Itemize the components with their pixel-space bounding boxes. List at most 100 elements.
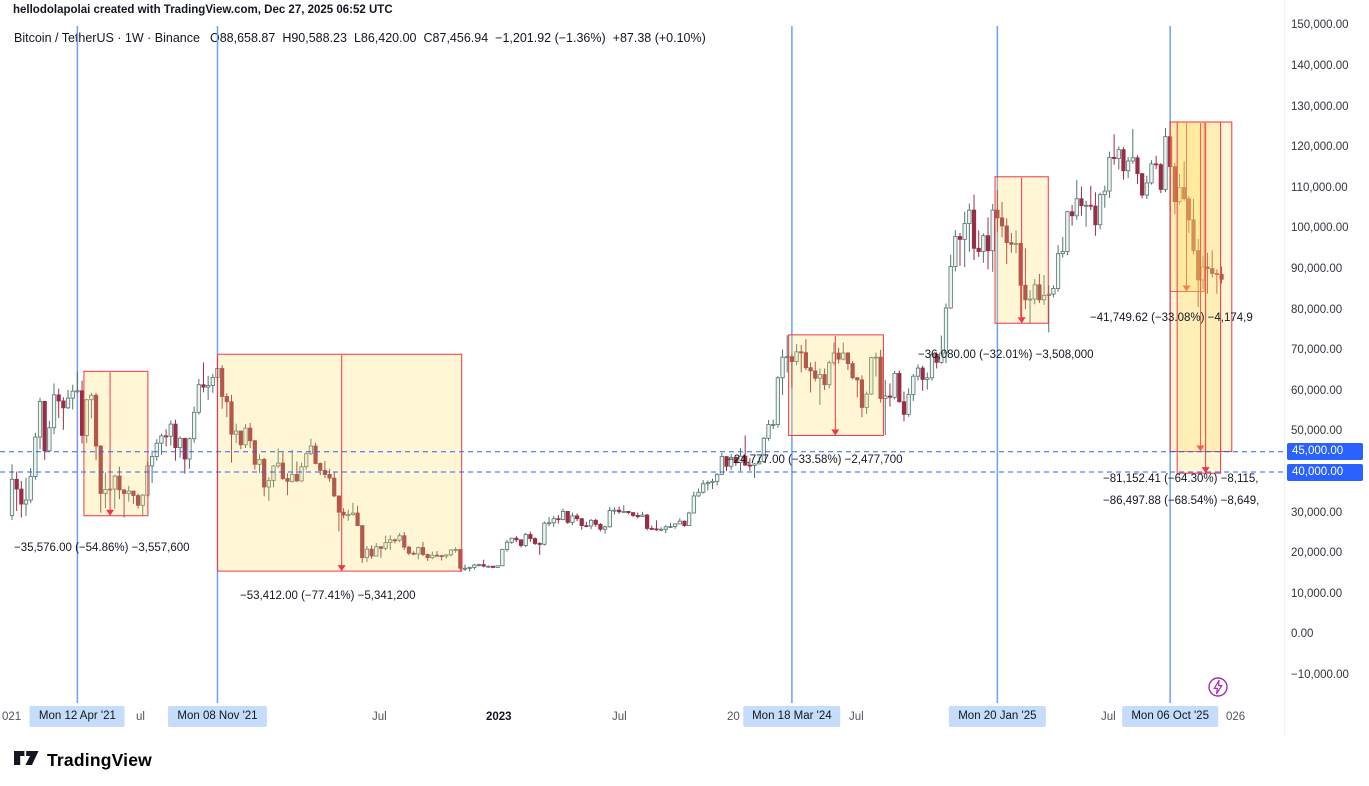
- candle[interactable]: [355, 512, 360, 526]
- candle[interactable]: [411, 552, 416, 555]
- candle[interactable]: [724, 456, 729, 467]
- candle[interactable]: [1037, 284, 1042, 301]
- candle[interactable]: [701, 483, 706, 493]
- candle[interactable]: [635, 515, 640, 518]
- event-date-chip[interactable]: Mon 12 Apr '21: [29, 706, 125, 727]
- candle[interactable]: [1112, 156, 1117, 159]
- candle[interactable]: [827, 362, 832, 386]
- candle[interactable]: [551, 518, 556, 524]
- candle[interactable]: [51, 394, 57, 429]
- range-arrowhead-icon[interactable]: [1182, 285, 1191, 292]
- candle[interactable]: [425, 554, 430, 559]
- candle[interactable]: [542, 522, 547, 545]
- candle[interactable]: [925, 377, 930, 380]
- candle[interactable]: [65, 397, 71, 409]
- candle[interactable]: [224, 396, 229, 403]
- price-line-axis-label[interactable]: 45,000.00: [1287, 443, 1363, 461]
- candle[interactable]: [514, 537, 519, 541]
- lightning-icon[interactable]: [1206, 675, 1230, 699]
- symbol-title[interactable]: Bitcoin / TetherUS · 1W · Binance: [14, 31, 200, 45]
- candle[interactable]: [645, 514, 650, 529]
- price-range-box[interactable]: [1169, 121, 1205, 293]
- candle[interactable]: [276, 462, 281, 467]
- candle[interactable]: [878, 356, 883, 399]
- candle[interactable]: [61, 400, 66, 409]
- candle[interactable]: [687, 512, 692, 526]
- candle[interactable]: [976, 247, 981, 252]
- candle[interactable]: [1009, 242, 1014, 245]
- candle[interactable]: [911, 375, 916, 395]
- candle[interactable]: [187, 438, 192, 460]
- candle[interactable]: [383, 542, 388, 549]
- candle[interactable]: [598, 523, 603, 530]
- candle[interactable]: [626, 510, 631, 513]
- candle[interactable]: [294, 474, 299, 482]
- candle[interactable]: [710, 480, 715, 483]
- candle[interactable]: [14, 478, 19, 490]
- candle[interactable]: [168, 423, 173, 437]
- candle[interactable]: [336, 495, 342, 513]
- candle[interactable]: [378, 546, 384, 549]
- candle[interactable]: [495, 565, 500, 568]
- candle[interactable]: [1121, 149, 1126, 172]
- event-date-chip[interactable]: Mon 06 Oct '25: [1122, 706, 1218, 727]
- candle[interactable]: [406, 546, 412, 554]
- candle[interactable]: [308, 445, 313, 455]
- candle[interactable]: [135, 495, 141, 506]
- candle[interactable]: [967, 209, 972, 224]
- price-range-box[interactable]: [83, 370, 149, 517]
- candle[interactable]: [920, 367, 925, 380]
- candle[interactable]: [271, 465, 276, 481]
- candle[interactable]: [939, 352, 944, 363]
- candle[interactable]: [1069, 211, 1075, 217]
- candle[interactable]: [1041, 294, 1047, 301]
- candle[interactable]: [360, 525, 365, 559]
- candle[interactable]: [850, 363, 855, 379]
- candle[interactable]: [164, 435, 169, 438]
- candle[interactable]: [1214, 273, 1219, 275]
- event-date-chip[interactable]: Mon 20 Jan '25: [949, 706, 1046, 727]
- candle[interactable]: [313, 445, 318, 464]
- candle[interactable]: [570, 515, 575, 523]
- candle[interactable]: [696, 491, 701, 497]
- candle[interactable]: [304, 453, 309, 468]
- candle[interactable]: [532, 538, 538, 544]
- candle[interactable]: [1149, 163, 1154, 184]
- candle[interactable]: [397, 535, 402, 541]
- candle[interactable]: [892, 372, 897, 398]
- candle[interactable]: [1163, 136, 1168, 190]
- candle[interactable]: [248, 427, 253, 442]
- candle[interactable]: [929, 353, 935, 379]
- candle[interactable]: [472, 564, 477, 568]
- candle[interactable]: [729, 456, 734, 467]
- tradingview-logo-text[interactable]: TradingView: [47, 750, 152, 770]
- candle[interactable]: [808, 367, 813, 372]
- candle[interactable]: [490, 565, 496, 568]
- candle[interactable]: [915, 367, 921, 377]
- candle[interactable]: [504, 541, 510, 550]
- candle[interactable]: [149, 456, 155, 467]
- candle[interactable]: [621, 510, 626, 513]
- candle[interactable]: [999, 217, 1005, 227]
- candle[interactable]: [523, 534, 528, 546]
- candle[interactable]: [794, 351, 799, 362]
- candle[interactable]: [402, 535, 407, 548]
- price-axis[interactable]: 150,000.00 140,000.00 130,000.00 120,000.00…: [1284, 0, 1369, 736]
- candle[interactable]: [140, 494, 145, 506]
- candle[interactable]: [859, 379, 865, 408]
- range-arrowhead-icon[interactable]: [831, 429, 840, 436]
- range-arrowhead-icon[interactable]: [1017, 317, 1026, 324]
- candle[interactable]: [640, 514, 645, 518]
- candle[interactable]: [593, 519, 598, 525]
- candle[interactable]: [112, 475, 117, 490]
- candle[interactable]: [546, 522, 552, 525]
- candle[interactable]: [280, 462, 285, 479]
- candle[interactable]: [574, 515, 580, 520]
- candle[interactable]: [537, 543, 542, 545]
- range-arrowhead-icon[interactable]: [106, 509, 115, 516]
- candle[interactable]: [887, 395, 893, 398]
- candle[interactable]: [883, 395, 888, 399]
- candle[interactable]: [201, 384, 206, 388]
- candle[interactable]: [715, 474, 720, 482]
- candle[interactable]: [789, 356, 794, 362]
